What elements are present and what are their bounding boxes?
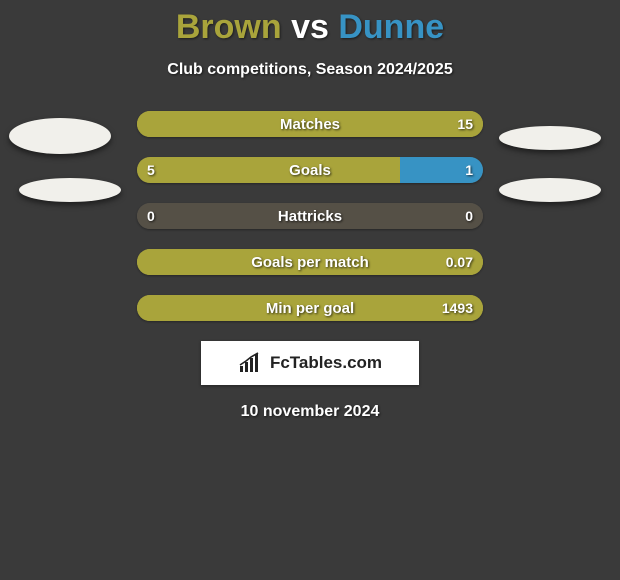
player2-avatar-a — [499, 126, 601, 150]
stat-fill-left — [137, 295, 310, 321]
stat-fill-left — [137, 249, 310, 275]
stat-row: 15Matches — [137, 111, 483, 137]
stat-track — [137, 203, 483, 229]
player2-avatar-b — [499, 178, 601, 202]
player1-avatar-b — [19, 178, 121, 202]
stat-row: 00Hattricks — [137, 203, 483, 229]
player2-name: Dunne — [338, 8, 444, 46]
subtitle: Club competitions, Season 2024/2025 — [0, 61, 620, 79]
vs-separator: vs — [291, 8, 329, 46]
player1-avatar-a — [9, 118, 111, 154]
stat-row: 1493Min per goal — [137, 295, 483, 321]
comparison-rows: 15Matches 51Goals 00Hattricks 0.07Goals per… — [137, 111, 483, 321]
stat-fill-left — [137, 157, 400, 183]
stat-row: 51Goals — [137, 157, 483, 183]
date-label: 10 november 2024 — [0, 403, 620, 421]
player1-name: Brown — [176, 8, 282, 46]
stat-row: 0.07Goals per match — [137, 249, 483, 275]
stat-fill-right — [310, 111, 483, 137]
fctables-logo-icon — [238, 352, 264, 374]
logo-box[interactable]: FcTables.com — [201, 341, 419, 385]
stat-fill-right — [310, 295, 483, 321]
stat-fill-right — [310, 249, 483, 275]
stat-fill-left — [137, 111, 310, 137]
logo-text: FcTables.com — [270, 353, 382, 373]
stat-fill-right — [400, 157, 483, 183]
comparison-title: Brown vs Dunne — [0, 0, 620, 47]
